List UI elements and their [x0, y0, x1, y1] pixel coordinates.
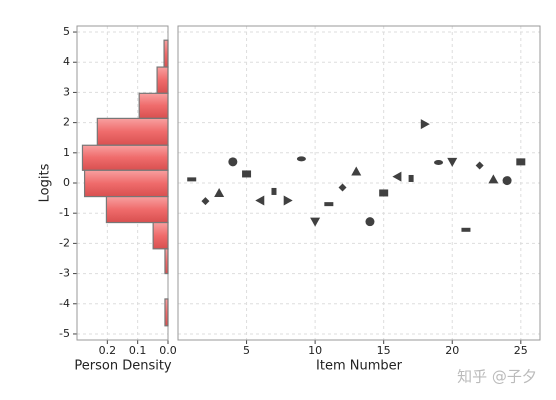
item-point: [351, 166, 362, 176]
x-tick-label: 15: [377, 344, 391, 357]
y-tick-label: 2: [63, 116, 70, 129]
y-tick-label: -1: [59, 206, 70, 219]
panel-frame: [177, 25, 541, 341]
item-point: [310, 217, 321, 227]
histogram-bar: [156, 66, 169, 94]
y-tick-label: 0: [63, 176, 70, 189]
item-point: [201, 197, 210, 206]
histogram-bar: [81, 144, 169, 171]
y-tick-label: 1: [63, 146, 70, 159]
histogram-bar: [105, 195, 169, 224]
y-tick-label: 3: [63, 85, 70, 98]
y-tick-label: -3: [59, 267, 70, 280]
item-point: [271, 187, 277, 195]
item-point: [228, 157, 238, 167]
item-point: [447, 157, 458, 167]
histogram-bar: [152, 221, 169, 250]
x-tick-label: 20: [445, 344, 459, 357]
histogram-bar: [96, 117, 169, 146]
x-tick-label: 0.0: [159, 344, 177, 357]
histogram-bar: [138, 92, 169, 119]
x-tick-label: 25: [514, 344, 528, 357]
item-point: [502, 176, 512, 186]
item-point: [475, 161, 484, 170]
x-axis-label: Person Density: [74, 359, 172, 374]
item-point: [255, 195, 265, 206]
histogram-bar: [164, 248, 169, 275]
item-point: [324, 202, 334, 207]
item-point: [365, 217, 375, 227]
item-point: [420, 119, 430, 130]
item-point: [408, 174, 414, 182]
x-axis-label: Item Number: [316, 359, 403, 374]
item-point: [242, 170, 252, 178]
y-tick-label: -5: [59, 327, 70, 340]
histogram-bar: [163, 39, 169, 68]
x-tick-label: 0.2: [99, 344, 117, 357]
item-point: [379, 189, 389, 197]
y-tick-label: 5: [63, 25, 70, 38]
item-point: [488, 174, 499, 184]
histogram-bar: [83, 169, 169, 198]
item-point: [338, 183, 347, 192]
item-point: [296, 156, 306, 162]
y-tick-label: 4: [63, 55, 70, 68]
y-tick-label: -4: [59, 297, 70, 310]
histogram-bar: [164, 298, 169, 327]
item-point: [214, 187, 225, 197]
item-point: [187, 177, 197, 182]
x-tick-label: 5: [243, 344, 250, 357]
y-tick-label: -2: [59, 236, 70, 249]
item-point: [461, 227, 471, 232]
x-tick-label: 0.1: [129, 344, 147, 357]
item-point: [392, 171, 402, 182]
y-axis-label: Logits: [38, 163, 53, 202]
watermark: 知乎 @子夕: [457, 368, 537, 386]
item-point: [516, 158, 526, 166]
item-point: [283, 195, 293, 206]
x-tick-label: 10: [308, 344, 322, 357]
item-point: [434, 159, 444, 165]
